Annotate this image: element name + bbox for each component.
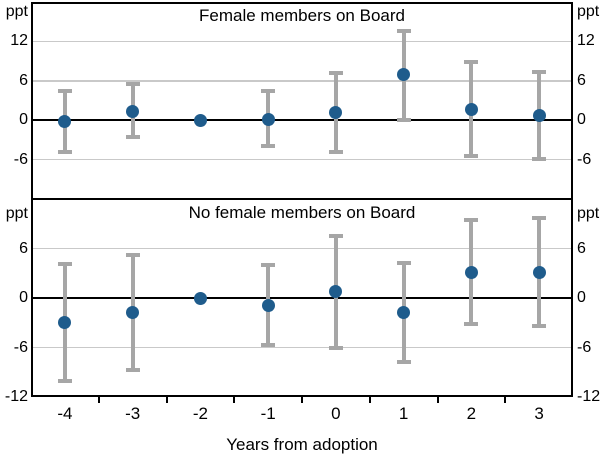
- y-tick-label-left: 12: [10, 32, 28, 50]
- x-axis-title: Years from adoption: [226, 435, 378, 454]
- zero-line: [31, 297, 573, 299]
- data-point: [532, 265, 546, 279]
- error-bar-cap-bottom: [261, 144, 276, 149]
- y-tick-label-left: -6: [13, 338, 28, 356]
- error-bar-cap-bottom: [328, 345, 343, 350]
- data-point: [193, 113, 207, 127]
- error-bar-cap-bottom: [464, 322, 479, 327]
- y-tick-label-left: -6: [13, 150, 28, 168]
- error-bar-cap-bottom: [396, 359, 411, 364]
- x-tick-label: -3: [125, 404, 141, 423]
- y-tick-label-right: 6: [577, 239, 586, 257]
- y-tick-label-right: 12: [577, 32, 595, 50]
- data-point: [397, 68, 411, 82]
- y-tick-label-right: -6: [577, 150, 592, 168]
- y-tick-label-left: 0: [19, 289, 28, 306]
- data-point: [464, 102, 478, 116]
- x-tick-label: -2: [192, 404, 208, 423]
- x-tick-label: 2: [466, 404, 477, 423]
- error-bar-cap-top: [396, 260, 411, 265]
- error-bar-cap-top: [57, 89, 72, 94]
- y-tick-label-right: 6: [577, 71, 586, 89]
- unit-label-left: ppt: [5, 205, 28, 222]
- y-tick-label-right: 0: [577, 111, 586, 129]
- y-tick-label-left: -12: [4, 388, 28, 405]
- x-axis-tick: [504, 397, 507, 403]
- error-bar-cap-bottom: [328, 149, 343, 154]
- data-point: [126, 104, 140, 118]
- error-bar-cap-bottom: [532, 156, 547, 161]
- y-tick-label-left: 6: [19, 239, 28, 257]
- data-point: [58, 316, 72, 330]
- panel-divider: [31, 198, 573, 200]
- error-bar-cap-bottom: [396, 117, 411, 122]
- error-bar-cap-top: [328, 234, 343, 239]
- error-bar-cap-top: [464, 217, 479, 222]
- x-tick-label: -1: [260, 404, 276, 423]
- x-axis-tick: [97, 397, 100, 403]
- gridline: [31, 247, 573, 250]
- error-bar-cap-bottom: [261, 343, 276, 348]
- y-tick-label-right: 0: [577, 289, 586, 306]
- x-tick-label: 3: [534, 404, 544, 423]
- y-tick-label-right: -6: [577, 338, 592, 356]
- data-point: [193, 291, 207, 305]
- error-bar-cap-top: [261, 263, 276, 267]
- error-bar-cap-bottom: [57, 378, 72, 383]
- x-tick-label: 1: [398, 404, 409, 423]
- data-point: [261, 298, 275, 312]
- data-point: [261, 113, 275, 127]
- gridline: [31, 158, 573, 161]
- x-axis-tick: [301, 397, 303, 403]
- x-axis-tick: [233, 397, 236, 403]
- gridline: [31, 346, 573, 349]
- panel-title: Female members on Board: [199, 6, 405, 25]
- zero-line: [31, 119, 573, 121]
- data-point: [329, 284, 343, 298]
- unit-label-right: ppt: [577, 3, 600, 20]
- data-point: [329, 105, 343, 119]
- error-bar-cap-top: [125, 82, 140, 87]
- data-point: [126, 306, 140, 320]
- data-point: [464, 265, 478, 279]
- x-tick-label: 0: [331, 404, 341, 423]
- data-point: [397, 306, 411, 320]
- y-tick-label-left: 6: [19, 71, 28, 89]
- error-bar-cap-bottom: [464, 153, 479, 158]
- error-bar-cap-top: [396, 28, 411, 33]
- x-axis-tick: [368, 397, 371, 403]
- error-bar-cap-top: [328, 70, 343, 75]
- unit-label-left: ppt: [5, 3, 28, 20]
- error-bar-cap-bottom: [125, 367, 140, 372]
- error-bar-cap-top: [261, 89, 276, 94]
- gridline: [31, 40, 573, 43]
- error-bar-cap-top: [57, 262, 72, 267]
- data-point: [58, 115, 72, 128]
- error-bar-cap-top: [532, 69, 547, 74]
- y-tick-label-right: -12: [577, 388, 601, 405]
- error-bar-cap-bottom: [532, 324, 547, 329]
- error-bar-cap-top: [532, 215, 547, 220]
- gridline: [31, 80, 573, 82]
- x-axis-tick: [436, 397, 439, 403]
- error-bar-cap-top: [125, 253, 140, 258]
- x-tick-label: -4: [57, 404, 73, 423]
- panel-title: No female members on Board: [188, 203, 416, 222]
- error-bar-cap-bottom: [57, 149, 72, 154]
- y-tick-label-left: 0: [19, 111, 28, 129]
- unit-label-right: ppt: [577, 205, 600, 222]
- error-bar-cap-top: [464, 60, 479, 65]
- data-point: [532, 109, 546, 123]
- error-bar-cap-bottom: [125, 134, 140, 139]
- x-axis-tick: [165, 397, 168, 403]
